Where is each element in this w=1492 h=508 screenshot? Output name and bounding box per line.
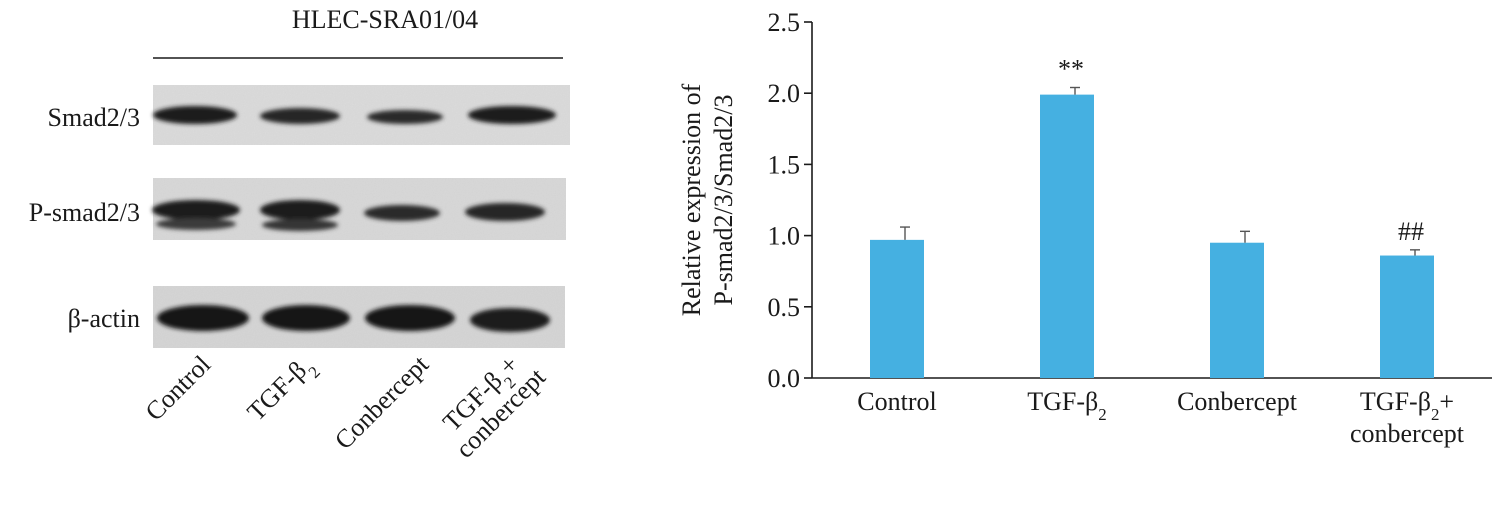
y-tick-label: 2.5 xyxy=(768,8,801,37)
x-tick-label: Control xyxy=(857,387,936,416)
blot-lane-label: Control xyxy=(140,350,217,427)
x-tick-label-line2: conbercept xyxy=(1350,419,1465,448)
y-axis-label-line: Relative expression of xyxy=(677,83,706,316)
y-tick-label: 2.0 xyxy=(768,79,801,108)
western-blot-panel: HLEC-SRA01/04 Smad2/3 xyxy=(0,0,600,503)
y-axis-label: Relative expression of P-smad2/3/Smad2/3 xyxy=(677,83,738,316)
x-tick-label: Conbercept xyxy=(1177,387,1298,416)
blot-lane-label-line1: Control xyxy=(140,350,217,427)
y-tick-label: 1.0 xyxy=(768,222,801,251)
y-tick-label: 1.5 xyxy=(768,150,801,179)
blot-lane-label: TGF-β2+conbercept xyxy=(437,350,551,464)
blot-strip-psmad23 xyxy=(152,178,566,240)
y-tick-label: 0.0 xyxy=(768,364,801,393)
significance-marker: ** xyxy=(1058,55,1084,84)
x-tick-labels: Control TGF-β2 Conbercept TGF-β2+conbercept xyxy=(857,387,1465,448)
y-axis: 0.0 0.5 1.0 1.5 2.0 2.5 xyxy=(768,8,813,393)
blot-row-label-beta-actin: β-actin xyxy=(68,304,140,333)
bar xyxy=(1210,242,1264,378)
bar xyxy=(870,239,924,378)
cell-line-label: HLEC-SRA01/04 xyxy=(292,5,478,34)
x-tick-label: TGF-β2 xyxy=(1027,387,1106,424)
western-blot-figure: HLEC-SRA01/04 Smad2/3 xyxy=(29,5,570,464)
blot-lane-label-line1: TGF-β2 xyxy=(242,350,324,432)
blot-lane-label-line1: Conbercept xyxy=(329,349,435,455)
y-tick-label: 0.5 xyxy=(768,293,801,322)
y-axis-label-line: P-smad2/3/Smad2/3 xyxy=(709,95,738,306)
bar xyxy=(1040,94,1094,379)
bar xyxy=(1380,255,1434,378)
blot-row-label-smad23: Smad2/3 xyxy=(48,103,140,132)
blot-strip-smad23 xyxy=(153,85,570,145)
blot-strip-beta-actin xyxy=(153,286,565,348)
blot-lane-label: Conbercept xyxy=(329,349,435,455)
blot-lane-label: TGF-β2 xyxy=(242,350,324,432)
bar-chart: Relative expression of P-smad2/3/Smad2/3 … xyxy=(677,8,1492,448)
bar-chart-panel: Relative expression of P-smad2/3/Smad2/3 … xyxy=(640,0,1492,503)
significance-marker: ## xyxy=(1398,217,1424,246)
blot-lane-labels: Control TGF-β2 Conbercept TGF-β2+conbercept xyxy=(140,349,552,464)
blot-row-label-psmad23: P-smad2/3 xyxy=(29,198,140,227)
bar-series: ** ## xyxy=(870,55,1434,379)
x-tick-label: TGF-β2+ xyxy=(1360,387,1454,424)
